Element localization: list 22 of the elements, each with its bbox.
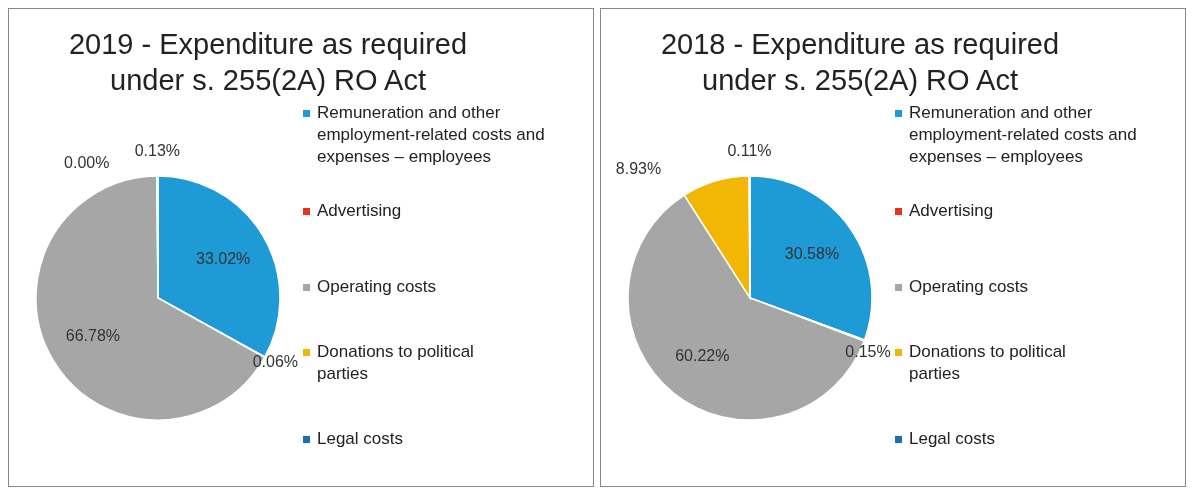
data-label: 66.78% [65, 326, 121, 344]
legend-label: Operating costs [909, 277, 1029, 297]
text: 0.00% [64, 153, 110, 171]
legend-label: Remuneration and other employment-related costs and expenses – employees [317, 103, 545, 167]
legend-label: Legal costs [317, 429, 403, 449]
legend-label: Advertising [317, 201, 402, 221]
legend-label: Legal costs [909, 429, 995, 449]
data-label: 60.22% [675, 346, 730, 364]
legend-label: Advertising [909, 201, 994, 221]
chart-title: 2018 - Expenditure as required under s. 255(2A) RO Act [660, 28, 1060, 96]
legend-label: Operating costs [317, 277, 437, 297]
data-label: 8.93% [615, 159, 662, 177]
data-label: 33.02% [196, 249, 251, 267]
data-label: 0.11% [727, 141, 772, 159]
legend-label: Donations to political parties [909, 342, 1066, 384]
chart-title: 2019 - Expenditure as required under s. 255(2A) RO Act [68, 28, 468, 96]
data-label: 0.13% [134, 141, 181, 159]
legend-label: Remuneration and other employment-related costs and expenses – employees [909, 103, 1137, 167]
data-label: 0.06% [252, 353, 299, 371]
data-label: 0.15% [845, 342, 891, 360]
data-label: 30.58% [784, 244, 840, 262]
legend-label: Donations to political parties [317, 342, 474, 384]
